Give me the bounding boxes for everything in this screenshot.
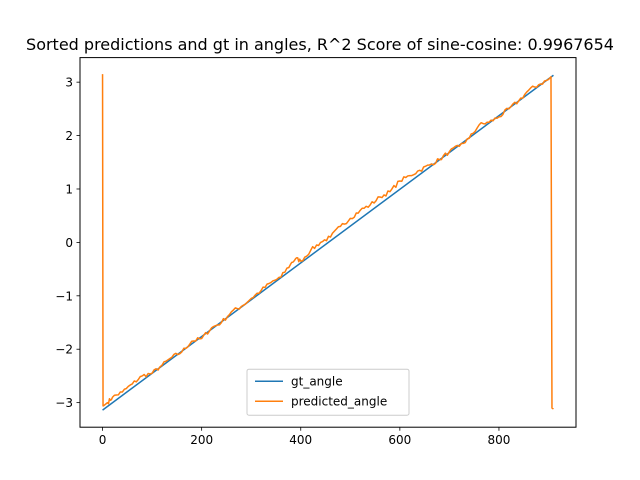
y-tick-label: −3 <box>55 396 73 410</box>
x-tick-label: 200 <box>190 433 213 447</box>
legend-entry-gt-angle: gt_angle <box>291 375 343 389</box>
x-tick-label: 400 <box>289 433 312 447</box>
x-tick-label: 600 <box>388 433 411 447</box>
legend-box <box>246 368 410 416</box>
series-layer <box>101 74 554 411</box>
legend-entry-predicted-angle: predicted_angle <box>291 395 387 409</box>
x-tick-label: 0 <box>99 433 107 447</box>
x-axis: 0 200 400 600 800 <box>99 427 510 447</box>
series-line-predicted-angle <box>101 74 554 410</box>
y-tick-label: 0 <box>65 236 73 250</box>
x-tick-label: 800 <box>487 433 510 447</box>
axes-frame <box>79 57 577 428</box>
y-tick-label: 2 <box>65 129 73 143</box>
y-tick-label: −2 <box>55 343 73 357</box>
y-tick-label: −1 <box>55 289 73 303</box>
legend: gt_angle predicted_angle <box>246 368 410 416</box>
y-tick-label: 3 <box>65 76 73 90</box>
y-tick-label: 1 <box>65 182 73 196</box>
chart-title: Sorted predictions and gt in angles, R^2… <box>26 35 614 54</box>
y-axis: −3 −2 −1 0 1 2 3 <box>55 76 80 410</box>
